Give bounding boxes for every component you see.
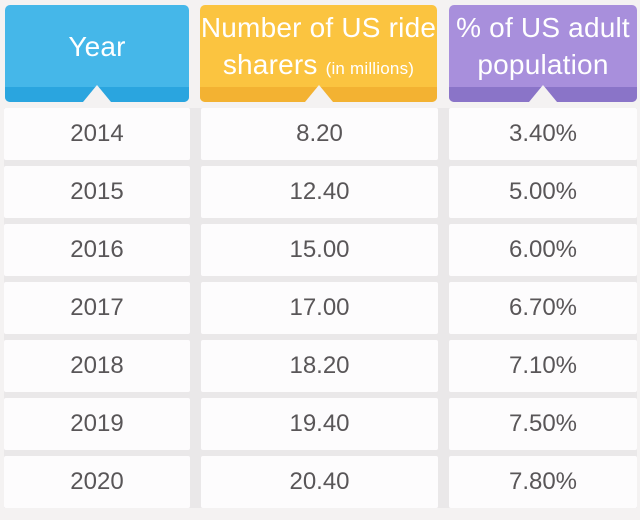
cell-pct: 3.40% [449,108,637,160]
table-body: 2014 8.20 3.40% 2015 12.40 5.00% 2016 15… [4,108,637,508]
header-adult-population-line2: population [477,49,609,80]
header-ride-sharers-line2: sharers [222,49,318,80]
header-year-label: Year [68,30,126,62]
cell-riders: 8.20 [201,108,438,160]
cell-year: 2017 [4,282,190,334]
cell-riders: 17.00 [201,282,438,334]
cell-riders: 12.40 [201,166,438,218]
cell-pct: 7.10% [449,340,637,392]
cell-riders: 20.40 [201,456,438,508]
header-notch [529,85,557,102]
header-year: Year [5,5,189,102]
header-ride-sharers-line1: Number of US ride [200,12,437,44]
header-ride-sharers: Number of US ride sharers (in millions) [200,5,437,102]
cell-pct: 6.00% [449,224,637,276]
header-ride-sharers-label: Number of US ride sharers (in millions) [201,10,436,84]
header-adult-population-line1: % of US adult [456,12,630,44]
cell-year: 2018 [4,340,190,392]
header-notch [304,85,333,102]
cell-year: 2014 [4,108,190,160]
cell-pct: 7.80% [449,456,637,508]
header-ride-sharers-units: (in millions) [325,59,415,78]
cell-year: 2020 [4,456,190,508]
cell-riders: 15.00 [201,224,438,276]
cell-pct: 5.00% [449,166,637,218]
cell-pct: 7.50% [449,398,637,450]
cell-pct: 6.70% [449,282,637,334]
cell-year: 2015 [4,166,190,218]
header-adult-population-label: % of US adult population [456,10,630,84]
cell-riders: 18.20 [201,340,438,392]
header-adult-population: % of US adult population [449,5,637,102]
cell-year: 2016 [4,224,190,276]
cell-year: 2019 [4,398,190,450]
cell-riders: 19.40 [201,398,438,450]
header-notch [83,85,111,102]
